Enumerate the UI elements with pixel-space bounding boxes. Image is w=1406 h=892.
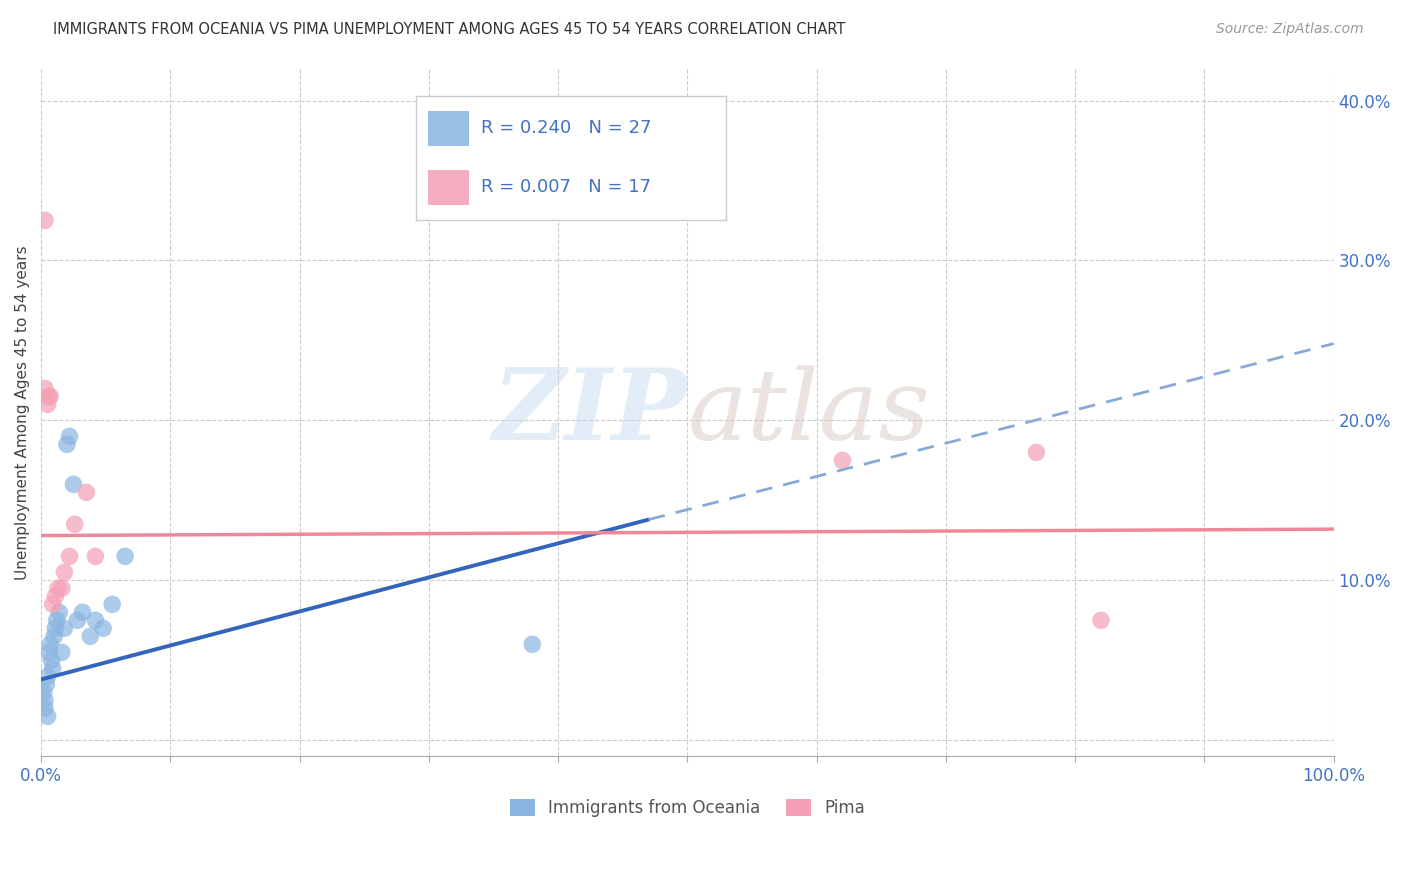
Point — [522, 637, 544, 651]
Point — [51, 582, 73, 596]
Y-axis label: Unemployment Among Ages 45 to 54 years: Unemployment Among Ages 45 to 54 years — [15, 245, 30, 580]
Point — [32, 685, 55, 699]
Point — [37, 709, 59, 723]
Text: ZIP: ZIP — [492, 364, 688, 460]
Point — [35, 677, 58, 691]
Point — [62, 477, 84, 491]
Point — [101, 597, 124, 611]
Text: atlas: atlas — [688, 365, 931, 460]
Point — [63, 517, 86, 532]
Point — [37, 669, 59, 683]
Point — [72, 605, 94, 619]
Point — [38, 645, 60, 659]
Point — [75, 485, 97, 500]
Point — [34, 701, 56, 715]
Point — [84, 613, 107, 627]
Point — [1090, 613, 1112, 627]
Point — [42, 661, 65, 675]
Text: Source: ZipAtlas.com: Source: ZipAtlas.com — [1216, 22, 1364, 37]
Point — [114, 549, 136, 564]
Point — [34, 381, 56, 395]
Text: IMMIGRANTS FROM OCEANIA VS PIMA UNEMPLOYMENT AMONG AGES 45 TO 54 YEARS CORRELATI: IMMIGRANTS FROM OCEANIA VS PIMA UNEMPLOY… — [53, 22, 846, 37]
Point — [37, 397, 59, 411]
Point — [1025, 445, 1047, 459]
Point — [56, 437, 79, 451]
Point — [44, 590, 66, 604]
Point — [53, 621, 76, 635]
Point — [79, 629, 101, 643]
Point — [53, 566, 76, 580]
Point — [41, 653, 63, 667]
Point — [39, 637, 62, 651]
Point — [58, 429, 80, 443]
Point — [39, 389, 62, 403]
Point — [84, 549, 107, 564]
Point — [46, 582, 69, 596]
Point — [58, 549, 80, 564]
Point — [38, 389, 60, 403]
Point — [48, 605, 70, 619]
Point — [51, 645, 73, 659]
Point — [34, 693, 56, 707]
Point — [44, 621, 66, 635]
Point — [66, 613, 89, 627]
Point — [45, 613, 67, 627]
Point — [42, 597, 65, 611]
Point — [42, 629, 65, 643]
Legend: Immigrants from Oceania, Pima: Immigrants from Oceania, Pima — [503, 792, 872, 823]
Point — [34, 213, 56, 227]
Point — [91, 621, 114, 635]
Point — [831, 453, 853, 467]
